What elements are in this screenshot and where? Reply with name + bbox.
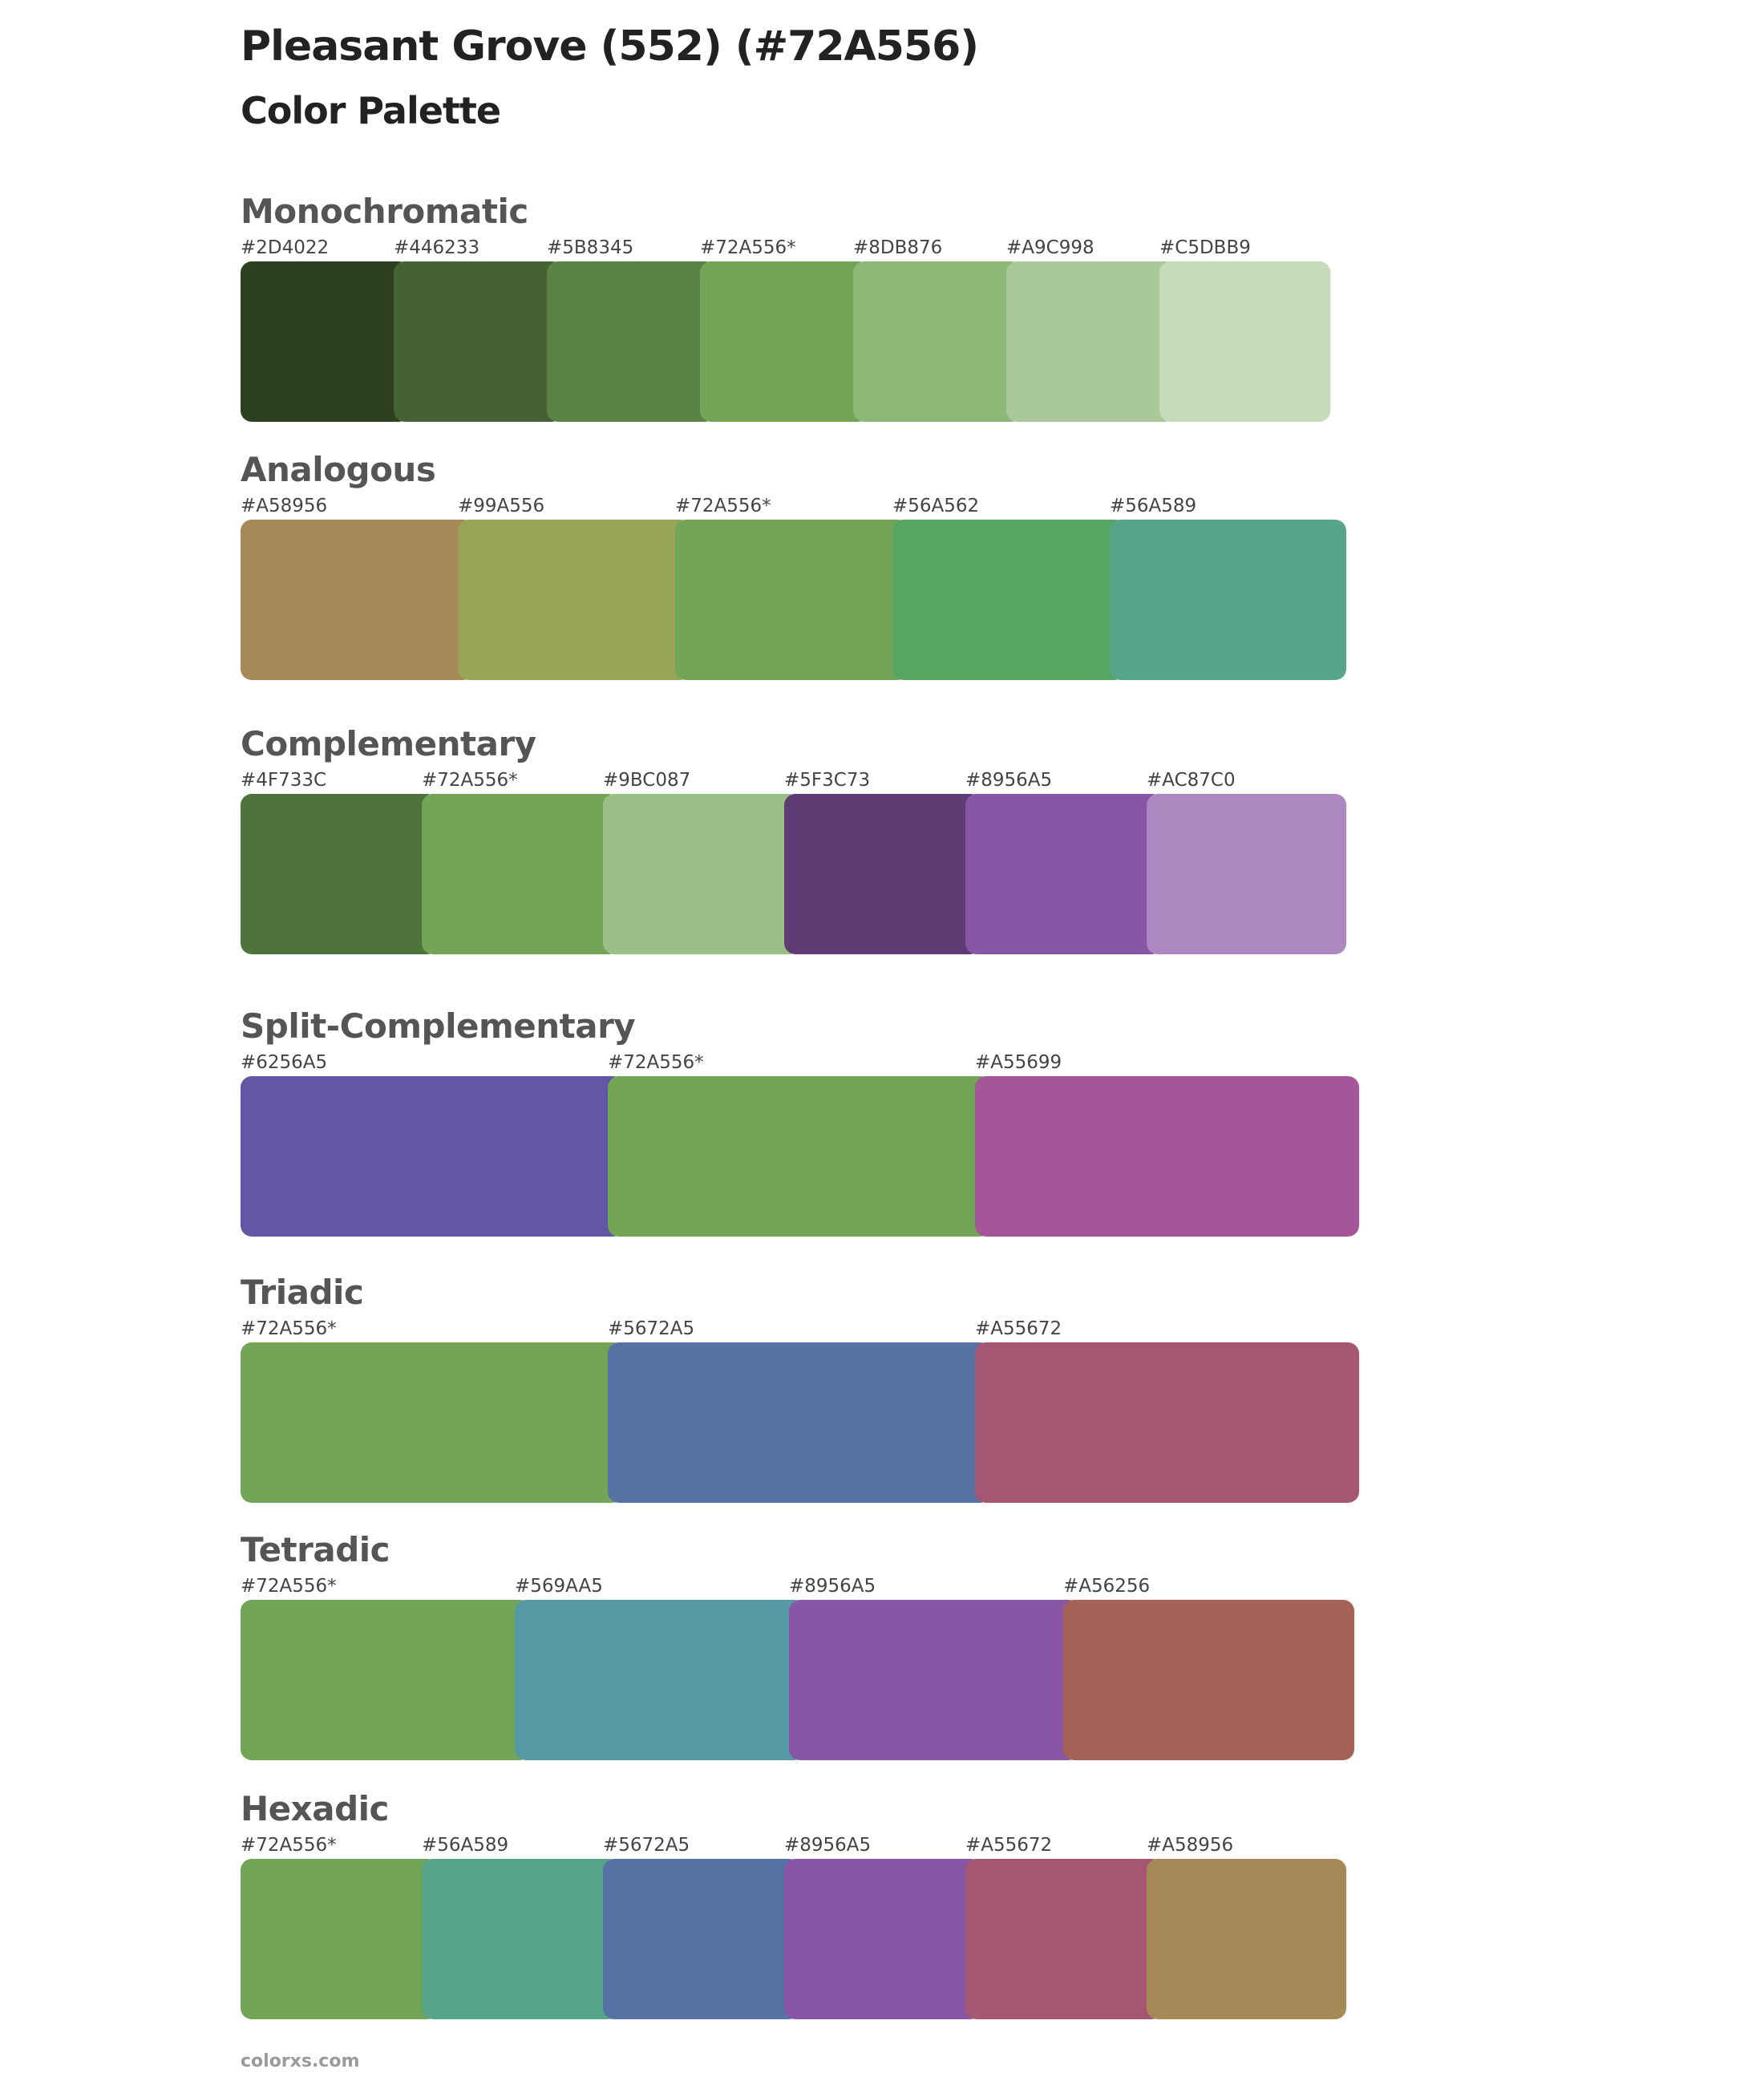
swatch-row-complementary [241,794,1346,954]
hex-label: #A58956 [241,496,328,516]
hex-label: #8956A5 [789,1576,876,1597]
hex-label: #A9C998 [1006,237,1094,258]
section-title-hexadic: Hexadic [241,1789,389,1828]
color-swatch[interactable] [1159,261,1330,422]
hex-label: #AC87C0 [1147,770,1236,791]
color-swatch[interactable] [1006,261,1175,422]
page-title: Pleasant Grove (552) (#72A556) [241,22,979,71]
color-swatch[interactable] [700,261,869,422]
color-swatch[interactable] [975,1076,1359,1237]
footer-site-name[interactable]: colorxs.com [241,2051,360,2071]
hex-label: #5F3C73 [784,770,871,791]
color-swatch[interactable] [965,1859,1163,2019]
section-title-tetradic: Tetradic [241,1530,390,1569]
section-title-complementary: Complementary [241,724,536,763]
section-title-split-complementary: Split-Complementary [241,1006,636,1046]
color-swatch[interactable] [1110,520,1346,680]
hex-labels-hexadic: #72A556* #56A589 #5672A5 #8956A5 #A55672… [241,1833,1346,1857]
color-swatch[interactable] [675,520,908,680]
hex-label: #9BC087 [603,770,691,791]
hex-labels-monochromatic: #2D4022 #446233 #5B8345 #72A556* #8DB876… [241,236,1330,260]
hex-labels-complementary: #4F733C #72A556* #9BC087 #5F3C73 #8956A5… [241,768,1346,792]
hex-label: #5B8345 [547,237,634,258]
hex-label: #56A562 [892,496,980,516]
color-swatch[interactable] [789,1600,1079,1760]
hex-label: #72A556* [241,1835,337,1856]
color-swatch[interactable] [784,794,981,954]
hex-label: #72A556* [241,1576,337,1597]
hex-label: #5672A5 [603,1835,690,1856]
hex-label: #72A556* [608,1052,704,1073]
color-swatch[interactable] [241,1076,624,1237]
swatch-row-split-complementary [241,1076,1359,1237]
hex-labels-split-complementary: #6256A5 #72A556* #A55699 [241,1051,1359,1075]
hex-label: #C5DBB9 [1159,237,1251,258]
hex-label: #A55699 [975,1052,1062,1073]
hex-labels-triadic: #72A556* #5672A5 #A55672 [241,1317,1359,1341]
color-swatch[interactable] [603,794,800,954]
color-swatch[interactable] [547,261,716,422]
hex-labels-tetradic: #72A556* #569AA5 #8956A5 #A56256 [241,1574,1354,1598]
page-subtitle: Color Palette [241,89,501,132]
hex-label: #A58956 [1147,1835,1234,1856]
color-swatch[interactable] [241,1342,624,1503]
swatch-row-hexadic [241,1859,1346,2019]
color-swatch[interactable] [892,520,1126,680]
color-swatch[interactable] [422,1859,619,2019]
section-title-monochromatic: Monochromatic [241,192,528,231]
color-swatch[interactable] [784,1859,981,2019]
swatch-row-analogous [241,520,1346,680]
hex-label: #72A556* [700,237,796,258]
color-swatch[interactable] [608,1342,991,1503]
color-swatch[interactable] [1063,1600,1354,1760]
hex-label: #2D4022 [241,237,330,258]
color-swatch[interactable] [603,1859,800,2019]
section-title-analogous: Analogous [241,450,436,489]
color-swatch[interactable] [1147,1859,1346,2019]
color-swatch[interactable] [515,1600,805,1760]
hex-label: #72A556* [422,770,518,791]
color-swatch[interactable] [1147,794,1346,954]
hex-label: #5672A5 [608,1318,695,1339]
hex-label: #6256A5 [241,1052,328,1073]
color-swatch[interactable] [853,261,1022,422]
color-swatch[interactable] [241,1859,438,2019]
color-swatch[interactable] [975,1342,1359,1503]
hex-label: #A55672 [975,1318,1062,1339]
swatch-row-monochromatic [241,261,1330,422]
hex-label: #72A556* [241,1318,337,1339]
section-title-triadic: Triadic [241,1273,364,1312]
color-swatch[interactable] [241,261,410,422]
hex-label: #99A556 [458,496,545,516]
hex-label: #8DB876 [853,237,943,258]
color-swatch[interactable] [422,794,619,954]
hex-label: #A55672 [965,1835,1053,1856]
swatch-row-tetradic [241,1600,1354,1760]
hex-label: #8956A5 [784,1835,872,1856]
hex-label: #A56256 [1063,1576,1151,1597]
hex-label: #569AA5 [515,1576,603,1597]
color-swatch[interactable] [608,1076,991,1237]
color-swatch[interactable] [394,261,563,422]
swatch-row-triadic [241,1342,1359,1503]
hex-label: #56A589 [1110,496,1197,516]
color-swatch[interactable] [241,520,474,680]
hex-label: #72A556* [675,496,771,516]
color-swatch[interactable] [241,1600,531,1760]
color-swatch[interactable] [458,520,691,680]
hex-label: #4F733C [241,770,327,791]
hex-label: #446233 [394,237,480,258]
hex-label: #8956A5 [965,770,1053,791]
color-swatch[interactable] [241,794,438,954]
hex-labels-analogous: #A58956 #99A556 #72A556* #56A562 #56A589 [241,494,1346,518]
hex-label: #56A589 [422,1835,509,1856]
color-swatch[interactable] [965,794,1163,954]
